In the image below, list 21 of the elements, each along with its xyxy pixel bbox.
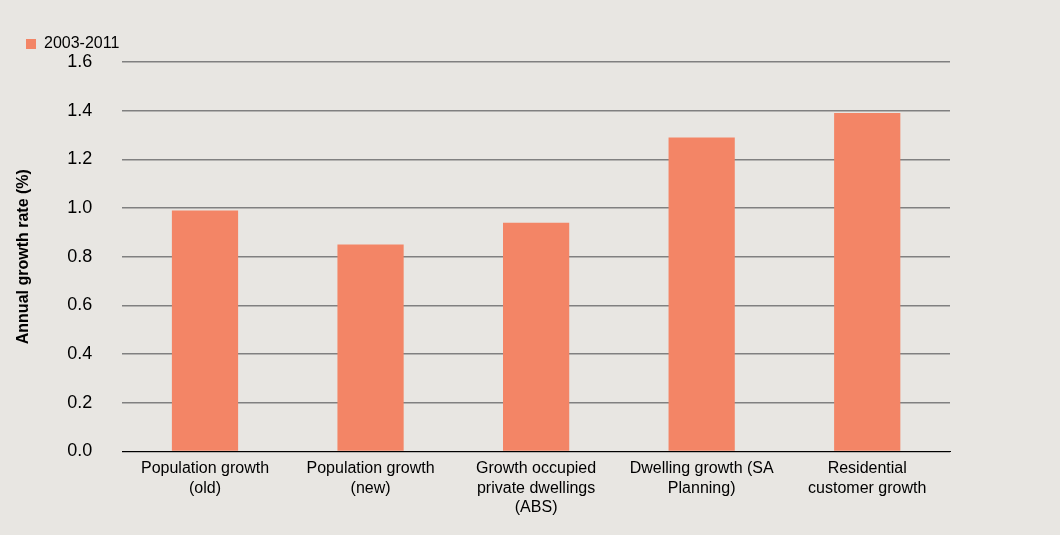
bar [834,113,901,451]
y-tick-label: 0.2 [67,391,93,412]
y-tick-label: 0.8 [67,245,93,266]
bar [171,210,239,451]
legend-label: 2003-2011 [44,34,120,52]
y-tick-label: 0.0 [67,440,93,461]
x-tick-label: Dwelling growth (SA Planning) [629,459,775,496]
y-tick-label: 1.6 [67,50,93,71]
y-tick-label: 1.4 [67,99,93,120]
y-tick-label: 0.4 [67,343,93,364]
x-tick-label: Growth occupied private dwellings (ABS) [476,459,597,515]
y-axis-title: Annual growth rate (%) [14,169,32,345]
x-tick-label: Residential customer growth [808,459,927,496]
x-tick-label: Population growth (new) [306,459,435,496]
x-tick-label: Population growth (old) [140,459,270,496]
bar [503,222,570,451]
y-tick-label: 0.6 [67,294,93,315]
y-tick-label: 1.2 [67,148,93,169]
y-tick-label: 1.0 [67,196,93,217]
bar [337,244,404,451]
bar [668,137,735,451]
